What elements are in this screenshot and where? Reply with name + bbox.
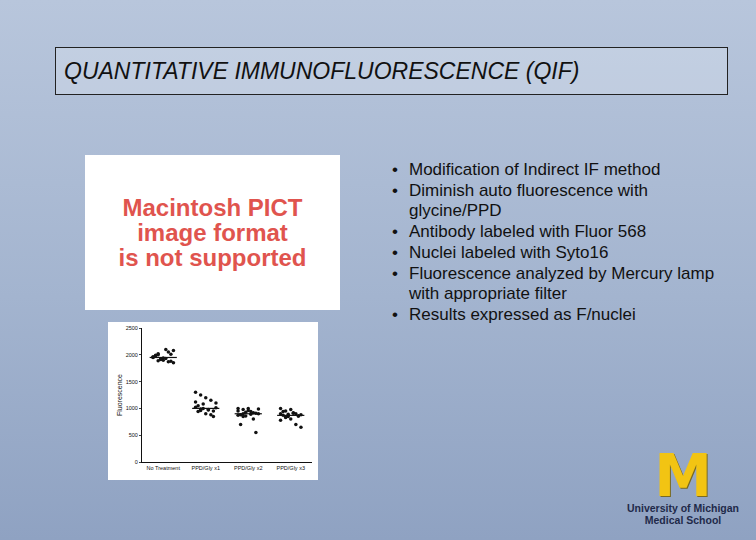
svg-text:2000: 2000 [126, 352, 138, 358]
html-text:Fluorescence analyzed by Mercu: Fluorescence analyzed by Mercury lamp wi… [409, 264, 715, 303]
html-text:is not supported: is not supported [118, 244, 307, 271]
html-text:Medical School: Medical School [644, 514, 722, 526]
html-text:University of Michigan: University of Michigan [627, 502, 739, 514]
html-text:QUANTITATIVE IMMUNOFLUORESCENC: QUANTITATIVE IMMUNOFLUORESCENCE (QIF) [64, 58, 580, 84]
svg-text:PPD/Gly x1: PPD/Gly x1 [192, 465, 220, 471]
svg-text:No Treatment: No Treatment [147, 465, 181, 471]
svg-text:1000: 1000 [126, 405, 138, 411]
svg-text:500: 500 [129, 432, 138, 438]
html-text:Nuclei labeled with Syto16: Nuclei labeled with Syto16 [409, 243, 609, 262]
html-text:Diminish auto fluorescence wit: Diminish auto fluorescence with glycine/… [409, 181, 649, 220]
html-text:M: M [654, 442, 712, 510]
svg-text:PPD/Gly x3: PPD/Gly x3 [277, 465, 305, 471]
svg-text:Fluorescence: Fluorescence [116, 374, 123, 416]
html-text:Modification of Indirect IF me: Modification of Indirect IF method [409, 160, 661, 179]
svg-text:1500: 1500 [126, 379, 138, 385]
html-text:image format: image format [137, 219, 288, 246]
html-text:Results expressed as F/nuclei: Results expressed as F/nuclei [409, 305, 636, 324]
html-text:Macintosh PICT: Macintosh PICT [122, 194, 303, 221]
svg-text:0: 0 [135, 459, 138, 465]
html-text:Antibody labeled with Fluor 56: Antibody labeled with Fluor 568 [409, 222, 647, 241]
svg-text:PPD/Gly x2: PPD/Gly x2 [234, 465, 262, 471]
svg-text:2500: 2500 [126, 325, 138, 331]
